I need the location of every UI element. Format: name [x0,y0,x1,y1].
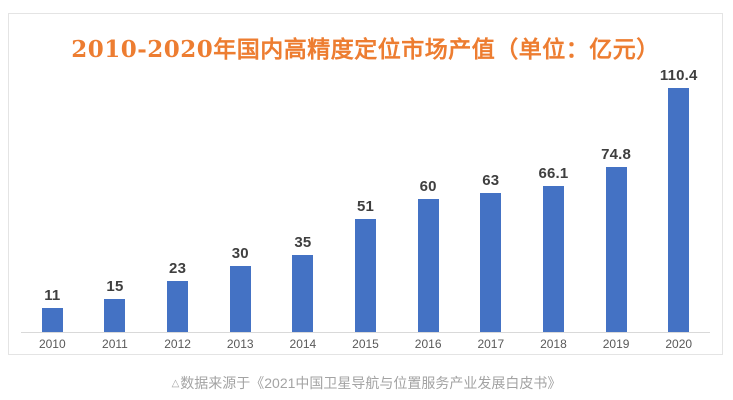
x-axis-tick-label: 2019 [602,337,630,351]
x-axis-tick-label: 2011 [102,337,128,351]
x-axis-tick-label: 2020 [665,337,693,351]
x-axis-tick-label: 2017 [477,337,505,351]
bar [605,167,627,332]
x-axis-tick-label: 2012 [164,337,191,351]
bar-column: 11 2010 [21,33,84,351]
bar-value-label: 30 [231,245,249,262]
x-axis-tick-label: 2010 [38,337,66,351]
bar-value-label: 63 [482,172,500,189]
source-caption: △数据来源于《2021中国卫星导航与位置服务产业发展白皮书》 [0,373,733,393]
bar [480,193,502,332]
bar-column: 74.8 2019 [585,33,648,351]
bar-column: 63 2017 [459,33,522,351]
bar-column: 66.1 2018 [522,33,585,351]
triangle-marker-icon: △ [171,378,180,389]
bar-column: 15 2011 [84,33,147,351]
bar-value-label: 66.1 [538,165,569,182]
x-axis-tick-label: 2016 [414,337,442,351]
bar-column: 51 2015 [334,33,397,351]
bar-value-label: 35 [294,234,312,251]
bar-column: 35 2014 [272,33,335,351]
bar [167,281,189,332]
bar [668,88,690,332]
bar-column: 23 2012 [146,33,209,351]
bar-column: 110.4 2020 [647,33,710,351]
bar-value-label: 74.8 [601,146,632,163]
bar-value-label: 15 [106,278,124,295]
bar [417,199,439,332]
x-axis-tick-label: 2015 [352,337,379,351]
bar-column: 60 2016 [397,33,460,351]
x-axis-tick-label: 2014 [289,337,317,351]
bar-value-label: 60 [419,178,437,195]
bar-column: 30 2013 [209,33,272,351]
bar-value-label: 51 [356,198,375,215]
plot-area: 11 2010 15 2011 23 2012 30 2013 35 2014 51 2015 60 20… [21,33,710,351]
chart-title: 2010-2020年国内高精度定位市场产值（单位：亿元） [71,36,660,63]
bar [355,219,377,332]
bar [542,186,564,332]
bar [292,255,314,332]
x-axis-tick-label: 2018 [540,337,567,351]
bar-value-label: 23 [169,260,187,277]
bar-value-label: 11 [44,287,61,304]
bar [229,266,251,332]
bar [104,299,126,332]
bar [41,308,63,332]
bar-value-label: 110.4 [659,67,698,84]
source-caption-text: 数据来源于《2021中国卫星导航与位置服务产业发展白皮书》 [180,375,562,391]
x-axis-tick-label: 2013 [226,337,254,351]
chart-frame: 2010-2020年国内高精度定位市场产值（单位：亿元） 11 2010 15 201… [8,13,723,355]
